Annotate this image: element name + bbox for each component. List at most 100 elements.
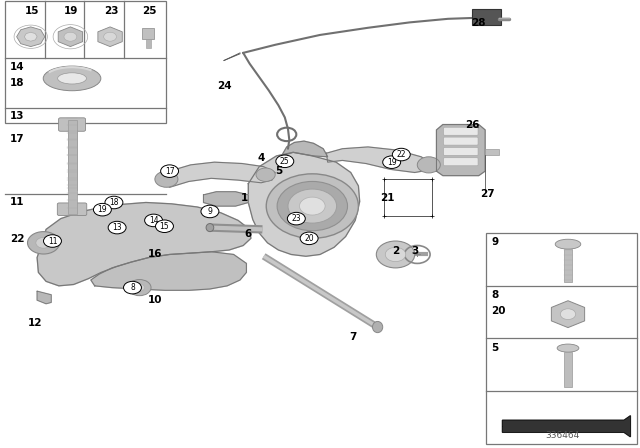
Circle shape: [256, 168, 275, 181]
Text: 20: 20: [304, 234, 314, 243]
Ellipse shape: [556, 239, 581, 249]
Text: 23: 23: [291, 214, 301, 223]
Circle shape: [417, 157, 440, 173]
Circle shape: [156, 220, 173, 233]
Circle shape: [28, 232, 60, 254]
Text: 4: 4: [257, 153, 265, 163]
Text: 336464: 336464: [545, 431, 579, 440]
Text: 18: 18: [109, 198, 118, 207]
Text: 13: 13: [10, 111, 25, 121]
Text: 8: 8: [130, 283, 135, 292]
Bar: [68, 120, 77, 214]
Text: 3: 3: [411, 246, 419, 256]
Text: 22: 22: [10, 234, 25, 244]
Polygon shape: [502, 416, 630, 437]
Circle shape: [64, 32, 77, 41]
Circle shape: [104, 32, 116, 41]
Text: 9: 9: [207, 207, 212, 216]
Polygon shape: [91, 252, 246, 290]
Circle shape: [300, 232, 318, 245]
Circle shape: [128, 280, 151, 296]
Bar: [142, 28, 154, 39]
Polygon shape: [436, 125, 485, 176]
Polygon shape: [37, 291, 51, 304]
Circle shape: [93, 203, 111, 216]
FancyBboxPatch shape: [472, 9, 501, 25]
FancyBboxPatch shape: [444, 127, 478, 135]
Bar: [68, 130, 77, 190]
Text: 20: 20: [492, 306, 506, 316]
Circle shape: [105, 196, 123, 209]
Text: 10: 10: [148, 295, 162, 305]
Circle shape: [561, 309, 576, 319]
Circle shape: [277, 181, 348, 231]
Text: 15: 15: [159, 222, 170, 231]
Circle shape: [124, 281, 141, 294]
FancyBboxPatch shape: [444, 147, 478, 155]
Text: 23: 23: [104, 6, 118, 16]
Circle shape: [266, 174, 358, 238]
Text: 27: 27: [481, 189, 495, 198]
Text: 5: 5: [275, 166, 282, 176]
Polygon shape: [204, 192, 248, 206]
Text: 26: 26: [465, 120, 479, 129]
Circle shape: [155, 171, 178, 187]
Polygon shape: [163, 162, 275, 187]
Circle shape: [288, 189, 337, 223]
Circle shape: [287, 212, 305, 225]
Circle shape: [376, 241, 415, 268]
Polygon shape: [282, 141, 328, 157]
Text: 14: 14: [148, 216, 159, 225]
Ellipse shape: [58, 73, 86, 84]
Text: 16: 16: [148, 250, 162, 259]
Text: 19: 19: [64, 6, 78, 16]
Text: 24: 24: [217, 81, 231, 91]
Ellipse shape: [557, 344, 579, 352]
Text: 14: 14: [10, 62, 25, 72]
Text: 22: 22: [397, 150, 406, 159]
Ellipse shape: [372, 322, 383, 332]
Circle shape: [392, 148, 410, 161]
Ellipse shape: [44, 66, 101, 91]
Text: 25: 25: [142, 6, 157, 16]
Bar: [564, 352, 573, 387]
Text: 11: 11: [48, 237, 57, 246]
Text: 15: 15: [24, 6, 39, 16]
FancyBboxPatch shape: [59, 118, 86, 131]
Text: 17: 17: [164, 167, 175, 176]
Circle shape: [383, 156, 401, 168]
Text: 5: 5: [492, 343, 499, 353]
Text: 1: 1: [241, 193, 248, 203]
Text: 11: 11: [10, 197, 25, 207]
Circle shape: [134, 284, 145, 291]
Bar: [384, 179, 432, 216]
Text: 12: 12: [28, 319, 42, 328]
Text: 25: 25: [280, 157, 290, 166]
FancyBboxPatch shape: [444, 137, 478, 145]
Text: 8: 8: [492, 290, 499, 300]
Polygon shape: [326, 147, 432, 172]
Bar: [486, 233, 637, 444]
Circle shape: [161, 165, 179, 177]
FancyBboxPatch shape: [444, 158, 478, 166]
Text: 2: 2: [392, 246, 399, 256]
Circle shape: [44, 235, 61, 247]
Bar: [485, 149, 499, 155]
Polygon shape: [248, 152, 360, 256]
Bar: [146, 39, 151, 48]
Circle shape: [385, 247, 406, 262]
Text: 19: 19: [387, 158, 397, 167]
FancyBboxPatch shape: [58, 203, 87, 215]
Bar: [5, 1, 166, 123]
Text: 19: 19: [97, 205, 108, 214]
Text: 18: 18: [10, 78, 25, 88]
Text: 17: 17: [10, 134, 25, 144]
Text: 9: 9: [492, 237, 499, 247]
Ellipse shape: [206, 224, 214, 232]
Bar: [564, 249, 573, 282]
Circle shape: [145, 214, 163, 227]
Circle shape: [36, 237, 51, 248]
Circle shape: [300, 197, 325, 215]
Text: 28: 28: [472, 18, 486, 28]
Text: 13: 13: [112, 223, 122, 232]
